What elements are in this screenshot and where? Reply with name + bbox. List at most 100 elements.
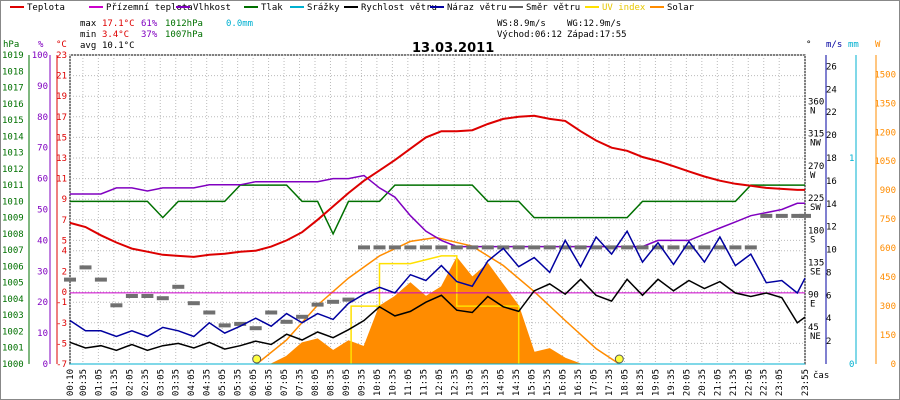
legend-ground-temp: Přízemní teplota <box>106 3 193 13</box>
legend-pressure: Tlak <box>261 3 283 13</box>
hpa-tick-label: 1015 <box>2 116 24 126</box>
c-tick-label: 0 <box>62 288 67 298</box>
dir-tick-label: NW <box>810 139 821 149</box>
x-tick-label: 22:05 <box>744 369 754 396</box>
mm-tick-label: 1 <box>849 154 854 164</box>
chart-title: 13.03.2011 <box>412 41 494 56</box>
x-tick-label: 07:35 <box>296 369 306 396</box>
gust-line <box>69 229 806 338</box>
wind-dir-mark <box>528 245 541 250</box>
x-tick-label: 12:35 <box>450 369 460 396</box>
wind-dir-mark <box>342 297 355 302</box>
ms-tick-label: 14 <box>826 200 837 210</box>
wind-dir-mark <box>729 245 742 250</box>
c-tick-label: 2 <box>62 267 67 277</box>
unit-time: čas <box>813 370 829 381</box>
wind-dir-mark <box>358 245 370 250</box>
x-tick-label: 07:05 <box>280 369 290 396</box>
x-tick-label: 11:35 <box>419 369 429 396</box>
wind-dir-mark <box>296 314 309 319</box>
hpa-tick-label: 1002 <box>2 327 24 337</box>
wind-dir-mark <box>404 245 417 250</box>
unit-hpa: hPa <box>3 40 19 50</box>
stats-block: max 17.1°C 61% 1012hPa 0.0mm min 3.4°C 3… <box>80 19 627 51</box>
hpa-tick-label: 1006 <box>2 262 24 272</box>
ms-tick-label: 4 <box>826 314 831 324</box>
x-tick-label: 14:05 <box>497 369 507 396</box>
wind-dir-mark <box>636 245 649 250</box>
wind-dir-mark <box>110 303 123 308</box>
x-tick-label: 06:05 <box>249 369 259 396</box>
dir-tick-label: N <box>810 107 815 117</box>
wind-dir-mark <box>187 301 200 306</box>
dir-tick-label: 270 <box>808 162 824 172</box>
c-tick-label: 21 <box>56 72 67 82</box>
dir-tick-label: E <box>810 300 815 310</box>
c-tick-label: -1 <box>56 298 67 308</box>
temperature-line <box>69 114 805 258</box>
wind-dir-mark <box>791 213 804 218</box>
x-tick-label: 08:05 <box>311 369 321 396</box>
wind-dir-mark <box>605 245 618 250</box>
c-tick-label: 4 <box>62 247 67 257</box>
w-tick-label: 900 <box>880 186 896 196</box>
x-tick-label: 23:05 <box>775 369 785 396</box>
sun-marker <box>614 354 624 364</box>
wind-dir-mark <box>621 245 634 250</box>
dir-tick-label: 360 <box>808 98 824 108</box>
pct-tick-label: 100 <box>32 51 48 61</box>
stats-sunset: Západ:17:55 <box>567 30 627 40</box>
x-tick-label: 15:05 <box>528 369 538 396</box>
x-tick-label: 02:35 <box>141 369 151 396</box>
c-tick-label: 13 <box>56 154 67 164</box>
x-tick-label: 03:05 <box>156 369 166 396</box>
x-tick-label: 04:05 <box>187 369 197 396</box>
pct-tick-label: 80 <box>37 113 48 123</box>
hpa-tick-label: 1014 <box>2 132 24 142</box>
unit-mm: mm <box>848 40 859 50</box>
hpa-tick-label: 1010 <box>2 197 24 207</box>
sun-marker <box>252 354 262 364</box>
c-tick-label: -5 <box>56 339 67 349</box>
ms-tick-label: 10 <box>826 246 837 256</box>
wind-dir-mark <box>450 245 463 250</box>
wind-dir-mark <box>218 323 231 328</box>
hpa-tick-label: 1005 <box>2 279 24 289</box>
hpa-tick-label: 1011 <box>2 181 24 191</box>
hpa-tick-label: 1000 <box>2 360 24 370</box>
pct-tick-label: 60 <box>37 175 48 185</box>
wind-dir-mark <box>265 310 278 315</box>
c-tick-label: 5 <box>62 236 67 246</box>
wind-dir-mark <box>559 245 572 250</box>
wind-dir-mark <box>775 213 788 218</box>
ms-tick-label: 12 <box>826 223 837 233</box>
stats-avg-label: avg <box>80 41 96 51</box>
x-tick-label: 09:35 <box>357 369 367 396</box>
w-tick-label: 1050 <box>874 157 896 167</box>
w-tick-label: 750 <box>880 215 896 225</box>
x-tick-label: 21:05 <box>713 369 723 396</box>
w-tick-label: 1350 <box>874 99 896 109</box>
wind-dir-mark <box>64 277 76 282</box>
solar-area <box>270 256 581 365</box>
w-tick-label: 450 <box>880 273 896 283</box>
stats-max-pressure: 1012hPa <box>165 19 203 29</box>
ms-tick-label: 8 <box>826 268 831 278</box>
ms-tick-label: 16 <box>826 177 837 187</box>
x-tick-label: 17:35 <box>605 369 615 396</box>
legend-gust: Náraz větru <box>447 3 507 13</box>
x-tick-label: 01:05 <box>94 369 104 396</box>
x-tick-label: 00:35 <box>79 369 89 396</box>
stats-max-humidity: 61% <box>141 19 158 29</box>
x-tick-label: 10:05 <box>373 369 383 396</box>
ms-tick-label: 24 <box>826 85 837 95</box>
x-tick-label: 05:05 <box>218 369 228 396</box>
mm-tick-label: 0 <box>849 360 854 370</box>
pct-tick-label: 30 <box>37 267 48 277</box>
series <box>64 114 811 365</box>
legend-solar: Solar <box>667 3 695 13</box>
unit-ms: m/s <box>826 40 842 50</box>
x-tick-label: 21:35 <box>729 369 739 396</box>
hpa-tick-label: 1004 <box>2 295 24 305</box>
